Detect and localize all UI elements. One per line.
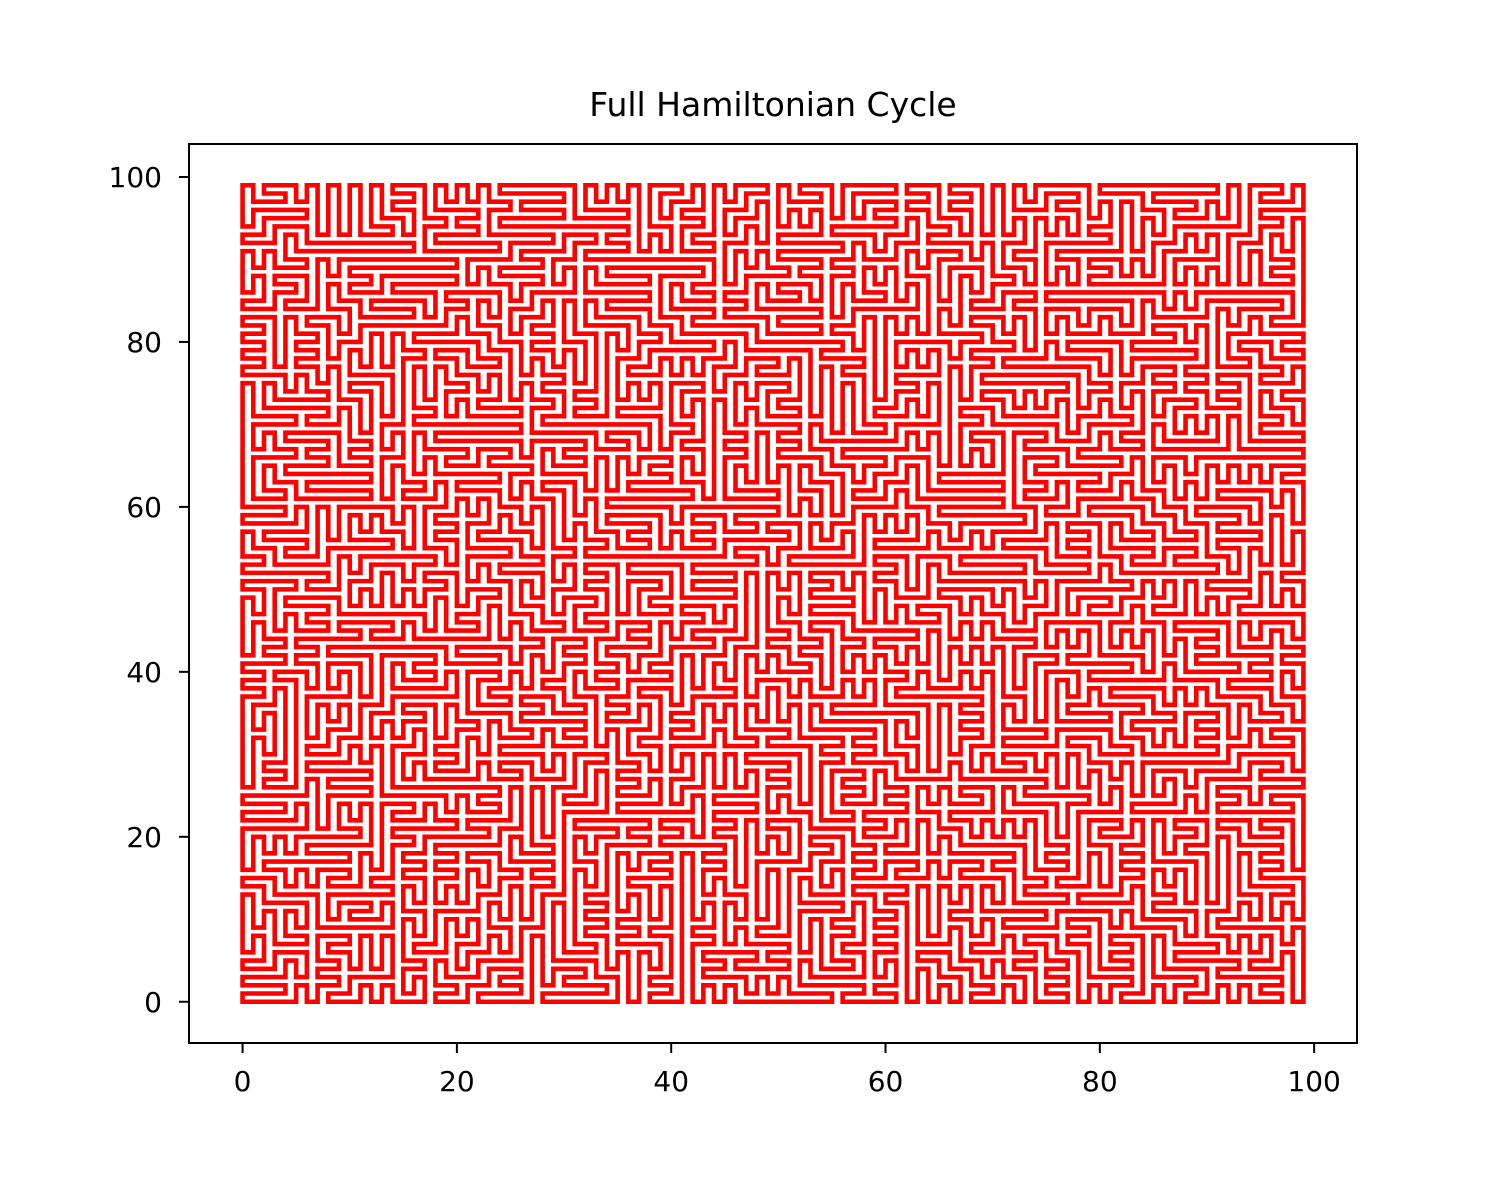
y-axis: 0 20 40 60 80 100 [109,161,189,1019]
x-axis: 0 20 40 60 80 100 [234,1043,1341,1098]
chart-title: Full Hamiltonian Cycle [589,85,956,124]
x-tick-label: 20 [439,1065,475,1098]
plot-area [240,182,1306,1005]
y-tick-label: 80 [126,326,162,359]
x-tick-label: 0 [234,1065,252,1098]
x-tick-label: 60 [868,1065,904,1098]
x-tick-label: 40 [653,1065,689,1098]
axes-frame [188,143,1358,1044]
x-tick-label: 100 [1287,1065,1340,1098]
y-tick-label: 60 [126,491,162,524]
y-tick-label: 40 [126,656,162,689]
hamiltonian-cycle-line [240,182,1306,1005]
y-tick-label: 0 [144,986,162,1019]
x-tick-label: 80 [1082,1065,1118,1098]
y-tick-label: 100 [109,161,162,194]
y-tick-label: 20 [126,821,162,854]
